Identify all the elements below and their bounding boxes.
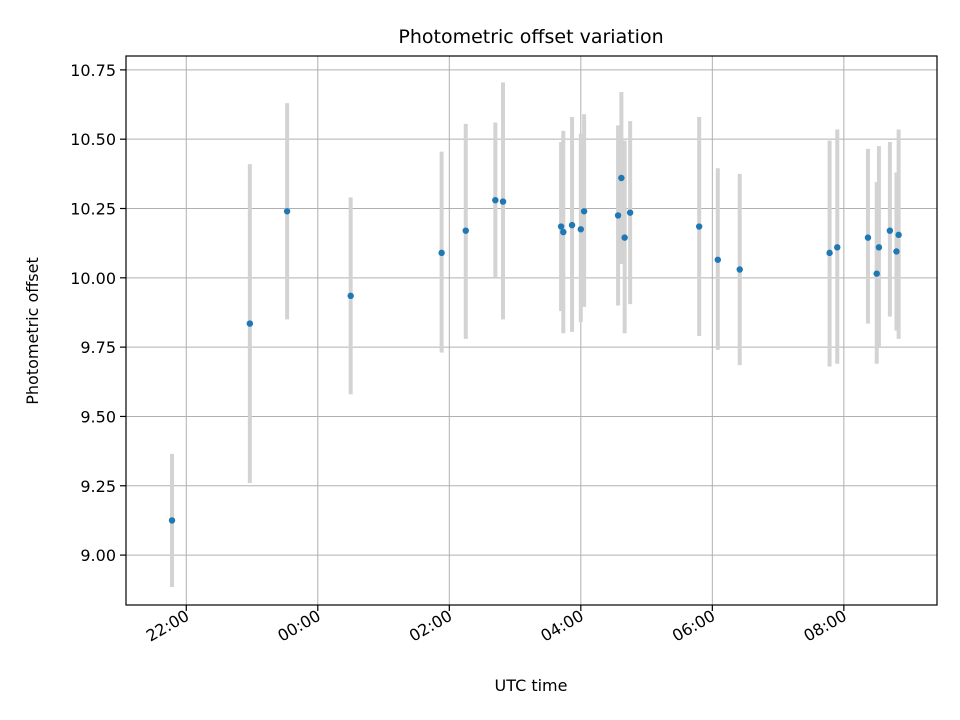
data-point <box>864 234 872 241</box>
data-point <box>246 320 254 327</box>
grid-lines <box>126 56 937 605</box>
data-point <box>826 249 833 257</box>
data-points <box>168 174 902 524</box>
data-point <box>560 228 567 236</box>
y-tick-label: 9.25 <box>80 477 116 496</box>
data-point <box>895 231 902 239</box>
data-point <box>577 226 585 233</box>
data-point <box>834 244 841 251</box>
error-bars <box>170 82 901 587</box>
data-point <box>621 234 628 241</box>
x-axis-ticks: 22:00 00:00 02:00 04:00 06:00 08:00 <box>143 605 850 646</box>
x-tick-label: 06:00 <box>669 606 718 646</box>
data-point <box>462 227 469 234</box>
data-point <box>580 208 588 215</box>
data-point <box>626 209 634 216</box>
plot-frame <box>125 55 938 606</box>
data-point <box>893 248 900 255</box>
data-point <box>438 249 445 257</box>
data-point <box>283 208 291 215</box>
y-tick-label: 10.00 <box>70 269 116 288</box>
data-point <box>873 270 880 277</box>
y-tick-label: 9.75 <box>80 338 116 357</box>
data-point <box>568 221 576 229</box>
data-point <box>618 174 625 182</box>
y-axis-title: Photometric offset <box>23 257 42 405</box>
data-point <box>695 223 703 230</box>
x-axis-title: UTC time <box>495 676 568 695</box>
x-tick-label: 02:00 <box>406 606 455 646</box>
data-point <box>347 292 354 300</box>
x-tick-label: 00:00 <box>274 606 323 646</box>
y-axis-ticks: 9.00 9.25 9.50 9.75 10.00 10.25 10.50 10.75 <box>70 61 126 565</box>
data-point <box>875 244 883 251</box>
data-point <box>614 212 622 219</box>
y-tick-label: 10.50 <box>70 130 116 149</box>
y-tick-label: 9.50 <box>80 407 116 426</box>
data-point <box>168 517 176 524</box>
data-point <box>492 196 499 204</box>
data-point <box>499 198 507 205</box>
x-tick-label: 08:00 <box>800 606 849 646</box>
y-tick-label: 10.25 <box>70 200 116 219</box>
x-tick-label: 22:00 <box>143 606 192 646</box>
data-point <box>714 256 722 263</box>
data-point <box>886 227 894 234</box>
x-tick-label: 04:00 <box>537 606 586 646</box>
y-tick-label: 9.00 <box>80 546 116 565</box>
data-point <box>557 223 565 230</box>
data-point <box>736 266 743 273</box>
y-tick-label: 10.75 <box>70 61 116 80</box>
chart-title: Photometric offset variation <box>398 26 663 48</box>
